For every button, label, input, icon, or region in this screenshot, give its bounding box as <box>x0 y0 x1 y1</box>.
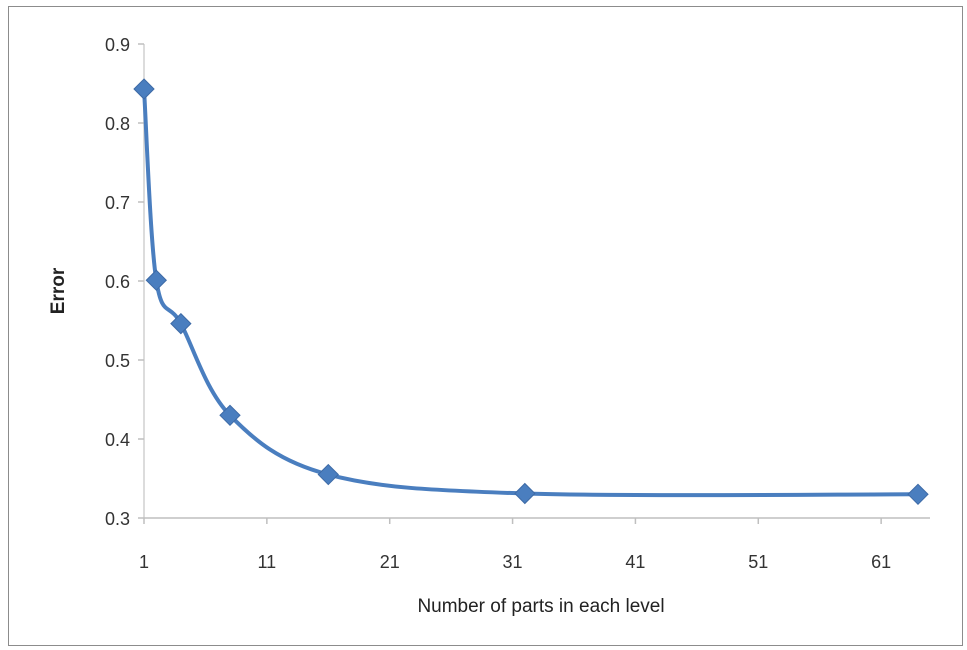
y-tick-label: 0.8 <box>105 114 130 134</box>
data-point-marker <box>907 483 929 506</box>
y-tick-label: 0.5 <box>105 351 130 371</box>
x-tick-label: 1 <box>139 552 149 572</box>
x-tick-label: 21 <box>380 552 400 572</box>
series-line <box>142 88 919 498</box>
data-point-marker <box>219 404 241 427</box>
data-point-marker <box>514 482 536 505</box>
x-tick-label: 61 <box>871 552 891 572</box>
y-tick-label: 0.3 <box>105 509 130 529</box>
y-tick-label: 0.6 <box>105 272 130 292</box>
y-axis-title: Error <box>48 267 69 314</box>
x-tick-label: 51 <box>748 552 768 572</box>
y-tick-labels: 0.3 0.4 0.5 0.6 0.7 0.8 0.9 <box>105 35 144 529</box>
y-tick-label: 0.9 <box>105 35 130 55</box>
x-tick-label: 41 <box>625 552 645 572</box>
data-point-marker <box>317 463 339 486</box>
y-tick-label: 0.4 <box>105 430 130 450</box>
x-tick-labels: 1 11 21 31 41 51 61 <box>139 518 891 572</box>
x-tick-label: 31 <box>503 552 523 572</box>
data-point-marker <box>133 78 155 100</box>
chart-frame <box>8 6 963 646</box>
data-point-marker <box>170 312 192 335</box>
x-axis-title: Number of parts in each level <box>417 596 664 617</box>
y-tick-label: 0.7 <box>105 193 130 213</box>
axes <box>143 44 930 519</box>
series-group <box>133 78 929 506</box>
data-point-marker <box>145 269 167 291</box>
x-tick-label: 11 <box>258 552 277 572</box>
